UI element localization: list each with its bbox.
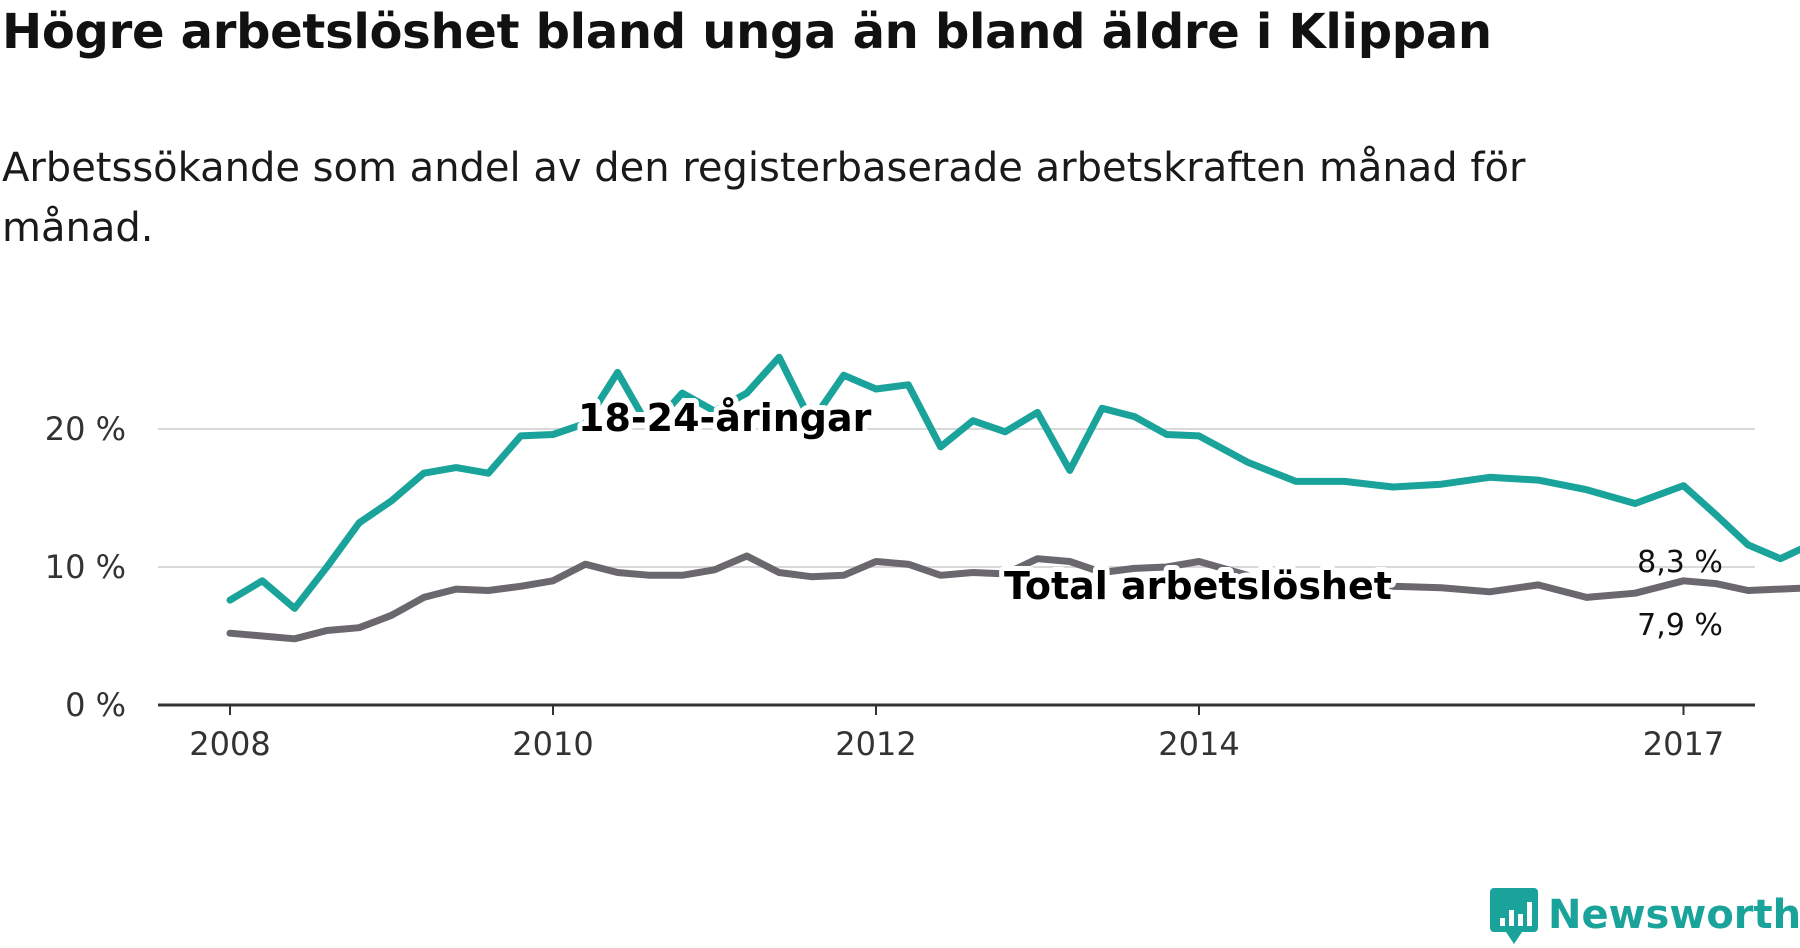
- y-axis-labels: 0 % 10 % 20 %: [45, 410, 126, 724]
- grid-lines: [158, 428, 1755, 568]
- end-label-youth: 8,3 %: [1637, 545, 1723, 580]
- series-line-youth: [226, 353, 1800, 612]
- x-tick-label-2008: 2008: [189, 725, 270, 763]
- series-lines: [226, 353, 1800, 643]
- chart-subtitle: Arbetssökande som andel av den registerb…: [2, 145, 1526, 251]
- y-tick-label-0: 0 %: [65, 686, 126, 724]
- series-line-total: [226, 552, 1800, 643]
- x-tick-label-2010: 2010: [512, 725, 593, 763]
- y-tick-label-20: 20 %: [45, 410, 126, 448]
- x-tick-label-2012: 2012: [835, 725, 916, 763]
- newsworthy-wordmark: Newsworthy: [1548, 892, 1800, 938]
- y-tick-label-10: 10 %: [45, 548, 126, 586]
- end-label-total: 7,9 %: [1637, 608, 1723, 643]
- chart-title: Högre arbetslöshet bland unga än bland ä…: [2, 4, 1492, 60]
- x-axis: 200820102012201420172019202120232025: [158, 703, 1755, 763]
- newsworthy-logo-icon: [1490, 888, 1538, 944]
- newsworthy-logo: Newsworthy: [1490, 888, 1800, 944]
- series-label-total: Total arbetslöshet: [1004, 564, 1392, 608]
- series-label-youth: 18-24-åringar: [578, 396, 872, 440]
- end-labels: 8,3 % 7,9 %: [1637, 545, 1723, 643]
- x-tick-label-2017: 2017: [1643, 725, 1724, 763]
- x-tick-label-2014: 2014: [1158, 725, 1239, 763]
- series-labels: 18-24-åringar Total arbetslöshet: [573, 391, 1397, 613]
